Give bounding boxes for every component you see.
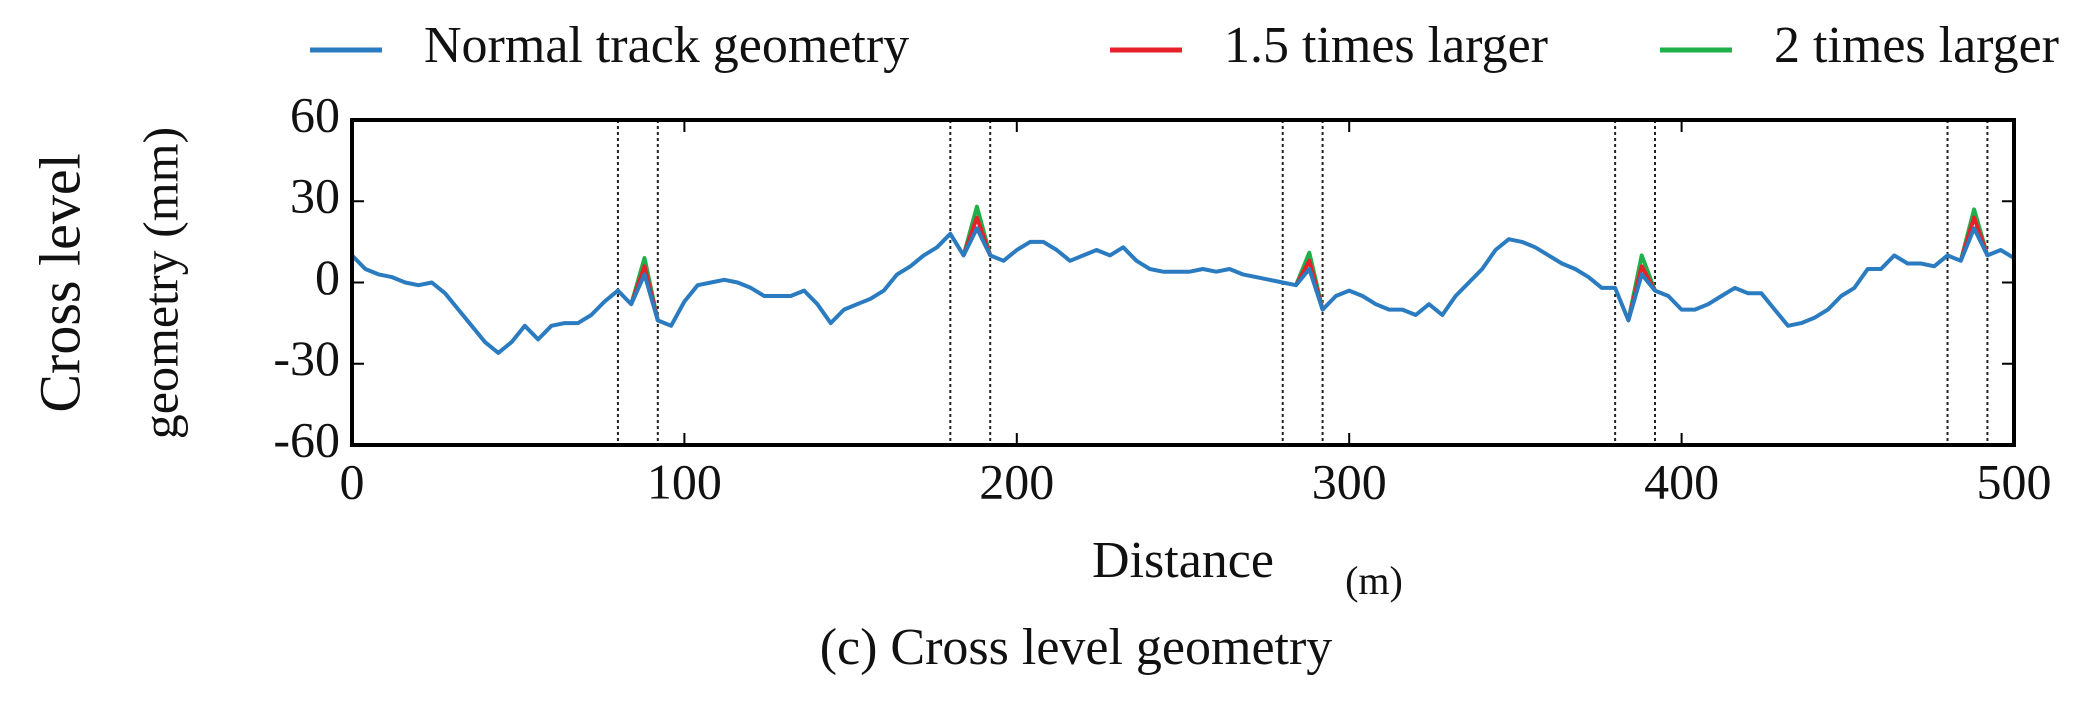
y-tick-label: 60 (290, 86, 340, 142)
series-line (629, 215, 1990, 321)
legend-label: 1.5 times larger (1224, 17, 1548, 74)
x-axis-unit: (m) (1345, 558, 1403, 603)
y-tick-label: 30 (290, 168, 340, 224)
y-axis-label: Cross level (27, 153, 92, 412)
y-axis-label: geometry (mm) (132, 127, 188, 439)
x-tick-label: 0 (340, 453, 365, 509)
plot-frame (350, 118, 2016, 447)
y-tick-label: 0 (315, 249, 340, 305)
x-tick-label: 100 (647, 453, 722, 509)
caption: (c) Cross level geometry (820, 619, 1333, 676)
x-tick-label: 200 (979, 453, 1054, 509)
y-tick-label: -60 (273, 411, 340, 467)
series-line (629, 204, 1990, 321)
y-tick-label: -30 (273, 330, 340, 386)
x-tick-label: 400 (1644, 453, 1719, 509)
x-axis-label: Distance (1092, 532, 1274, 589)
x-tick-label: 500 (1977, 453, 2052, 509)
legend-label: 2 times larger (1774, 17, 2059, 74)
x-tick-label: 300 (1312, 453, 1387, 509)
series-line (350, 226, 2016, 355)
legend-label: Normal track geometry (424, 17, 909, 74)
